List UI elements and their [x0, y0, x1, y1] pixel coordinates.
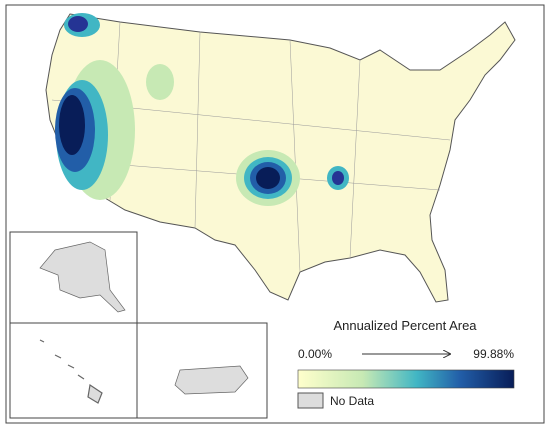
no-data-swatch: [297, 392, 324, 409]
alaska: [39, 241, 126, 313]
hotspot: [332, 171, 344, 185]
hotspots: [55, 13, 349, 206]
legend-title: Annualized Percent Area: [333, 318, 477, 333]
legend-ramp: [297, 369, 515, 389]
hotspot: [256, 167, 280, 189]
hawaii: [39, 339, 103, 404]
hotspot: [68, 16, 88, 32]
legend-max: 99.88%: [473, 347, 514, 361]
frame: [5, 4, 545, 424]
legend-min: 0.00%: [298, 347, 332, 361]
puerto-rico: [174, 365, 249, 395]
hotspot: [146, 64, 174, 100]
hotspot: [59, 95, 85, 155]
inset-frames: [9, 231, 268, 419]
no-data-label: No Data: [330, 394, 374, 408]
